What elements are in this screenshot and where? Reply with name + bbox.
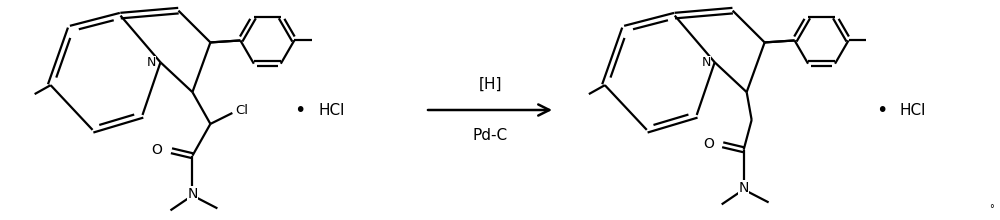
Text: N: N xyxy=(738,181,749,194)
Text: HCl: HCl xyxy=(899,103,926,117)
Text: N: N xyxy=(701,56,711,69)
Text: N: N xyxy=(187,187,198,200)
Text: O: O xyxy=(703,137,714,151)
Text: Pd-C: Pd-C xyxy=(472,128,508,143)
Text: Cl: Cl xyxy=(235,103,248,117)
Text: N: N xyxy=(147,56,156,69)
Text: •: • xyxy=(295,101,306,119)
Text: [H]: [H] xyxy=(478,77,502,92)
Text: °: ° xyxy=(990,204,994,214)
Text: HCl: HCl xyxy=(318,103,345,117)
Text: •: • xyxy=(876,101,887,119)
Text: O: O xyxy=(152,143,162,157)
